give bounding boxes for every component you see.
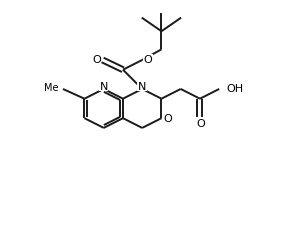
Text: N: N — [138, 81, 146, 91]
Text: N: N — [100, 81, 108, 91]
Text: Me: Me — [44, 82, 58, 92]
Text: O: O — [163, 114, 172, 124]
Text: O: O — [197, 118, 205, 128]
Text: O: O — [92, 55, 101, 65]
Text: OH: OH — [226, 83, 243, 93]
Text: O: O — [144, 55, 153, 65]
